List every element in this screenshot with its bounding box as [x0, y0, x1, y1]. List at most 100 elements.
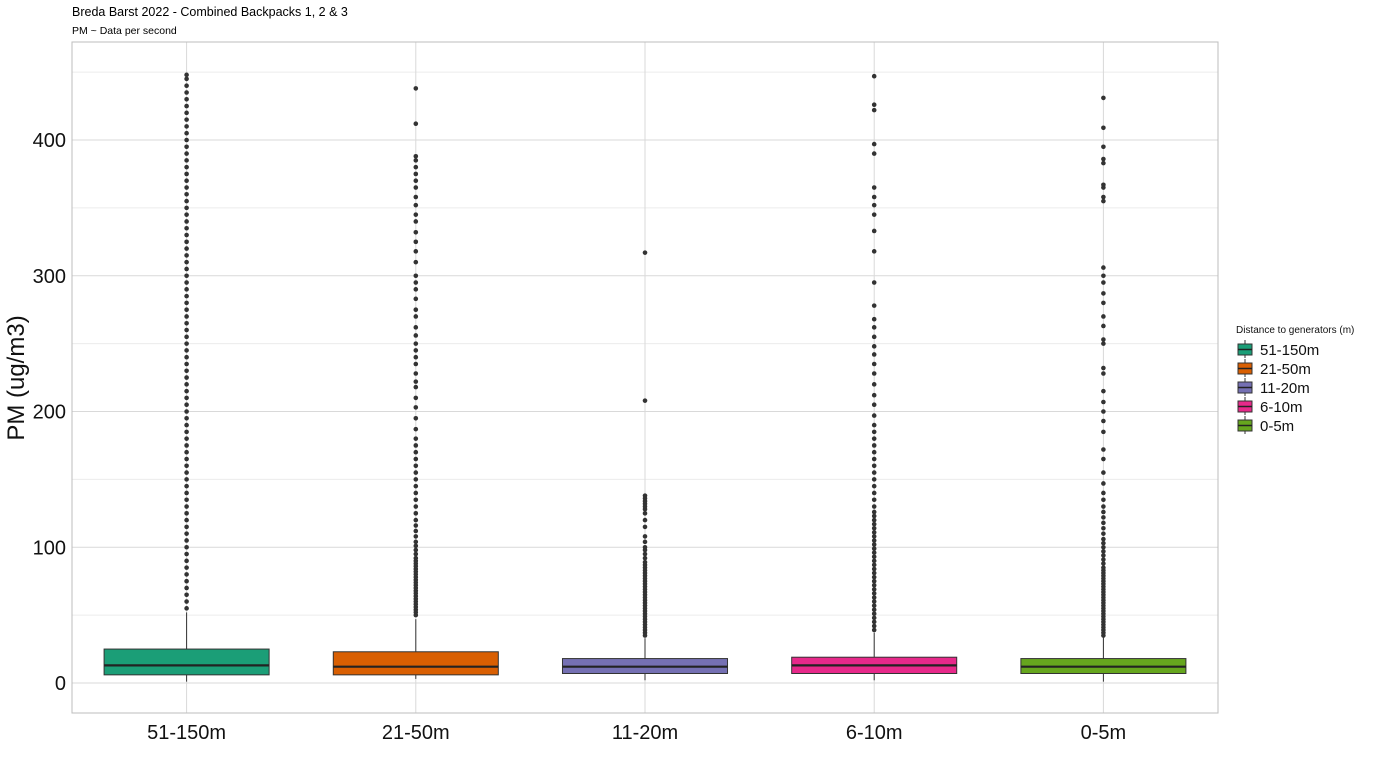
- outlier-point: [871, 517, 877, 523]
- outlier-point: [642, 534, 648, 539]
- outlier-point: [1101, 447, 1106, 452]
- outlier-point: [1101, 531, 1106, 536]
- outlier-point: [184, 307, 189, 312]
- x-tick-label: 11-20m: [612, 722, 678, 744]
- outlier-point: [1101, 409, 1106, 414]
- x-axis: 51-150m 21-50m 11-20m 6-10m 0-5m: [147, 722, 1126, 744]
- outlier-point: [642, 551, 648, 557]
- outlier-point: [184, 246, 189, 251]
- outlier-point: [413, 405, 419, 410]
- outlier-point: [184, 287, 189, 292]
- outlier-point: [1101, 323, 1106, 329]
- outlier-point: [413, 528, 419, 534]
- x-tick-label: 21-50m: [382, 722, 450, 744]
- outlier-point: [871, 334, 877, 340]
- outlier-point: [413, 86, 419, 91]
- outlier-point: [871, 151, 877, 156]
- outlier-point: [184, 504, 189, 509]
- outlier-point: [871, 392, 877, 398]
- outlier-point: [184, 422, 189, 428]
- outlier-point: [184, 72, 189, 78]
- outlier-point: [413, 555, 419, 561]
- outlier-point: [413, 230, 419, 235]
- outlier-point: [413, 273, 419, 279]
- outlier-point: [184, 130, 189, 136]
- outlier-point: [1101, 520, 1106, 526]
- y-axis-label: PM (ug/m3): [3, 315, 30, 440]
- outlier-point: [184, 470, 189, 475]
- outlier-point: [413, 470, 419, 475]
- outlier-point: [871, 402, 877, 408]
- outlier-point: [413, 477, 419, 482]
- outlier-point: [413, 348, 419, 353]
- x-tick-label: 6-10m: [846, 722, 903, 744]
- outlier-point: [184, 456, 189, 462]
- outlier-point: [413, 202, 419, 208]
- outlier-point: [871, 483, 877, 489]
- outlier-point: [184, 320, 189, 326]
- outlier-point: [413, 178, 419, 184]
- outlier-point: [871, 371, 877, 376]
- outlier-point: [413, 463, 419, 469]
- outlier-point: [184, 198, 189, 204]
- outlier-point: [871, 361, 877, 367]
- outlier-point: [413, 164, 419, 170]
- outlier-point: [413, 259, 419, 265]
- outlier-point: [1101, 273, 1106, 279]
- outlier-point: [184, 592, 189, 598]
- outlier-point: [413, 443, 419, 448]
- outlier-point: [184, 572, 189, 577]
- chart-title: Breda Barst 2022 - Combined Backpacks 1,…: [72, 5, 348, 19]
- outlier-point: [184, 348, 189, 353]
- outlier-point: [871, 623, 877, 629]
- outlier-point: [413, 449, 419, 455]
- outlier-point: [871, 554, 877, 560]
- outlier-point: [871, 542, 877, 547]
- outlier-point: [871, 570, 877, 576]
- outlier-point: [184, 83, 189, 88]
- legend-label: 6-10m: [1260, 399, 1303, 416]
- outlier-point: [413, 341, 419, 346]
- outlier-point: [871, 587, 877, 592]
- outlier-point: [184, 151, 189, 156]
- outlier-point: [1101, 549, 1106, 554]
- outlier-point: [184, 137, 189, 143]
- outlier-point: [871, 477, 877, 482]
- outlier-point: [413, 543, 419, 549]
- outlier-point: [413, 415, 419, 421]
- outlier-point: [413, 384, 419, 390]
- outlier-point: [413, 287, 419, 292]
- outlier-point: [871, 615, 877, 621]
- outlier-point: [184, 327, 189, 333]
- outlier-point: [871, 595, 877, 600]
- y-tick-label: 400: [33, 130, 66, 152]
- outlier-point: [1101, 365, 1106, 371]
- outlier-point: [184, 219, 189, 224]
- outlier-point: [871, 102, 877, 108]
- outlier-point: [871, 202, 877, 208]
- outlier-point: [184, 232, 189, 238]
- outlier-point: [871, 449, 877, 455]
- outlier-point: [413, 212, 419, 217]
- outlier-point: [413, 523, 419, 528]
- legend-item-0-5m: 0-5m: [1237, 416, 1294, 435]
- outlier-point: [184, 538, 189, 543]
- outlier-point: [413, 333, 419, 338]
- legend-item-21-50m: 21-50m: [1237, 359, 1311, 378]
- outlier-point: [871, 429, 877, 435]
- outlier-point: [871, 534, 877, 539]
- outlier-point: [1101, 291, 1106, 296]
- outlier-point: [1101, 125, 1106, 131]
- outlier-point: [871, 525, 877, 531]
- outlier-point: [1101, 399, 1106, 405]
- outlier-point: [413, 325, 419, 330]
- outlier-point: [871, 73, 877, 79]
- outlier-point: [184, 578, 189, 584]
- boxes: [103, 72, 1187, 682]
- x-tick-label: 51-150m: [147, 722, 226, 744]
- outlier-point: [1101, 557, 1106, 562]
- outlier-point: [184, 436, 189, 441]
- outlier-point: [184, 524, 189, 530]
- outlier-point: [1101, 314, 1106, 319]
- outlier-point: [184, 544, 189, 550]
